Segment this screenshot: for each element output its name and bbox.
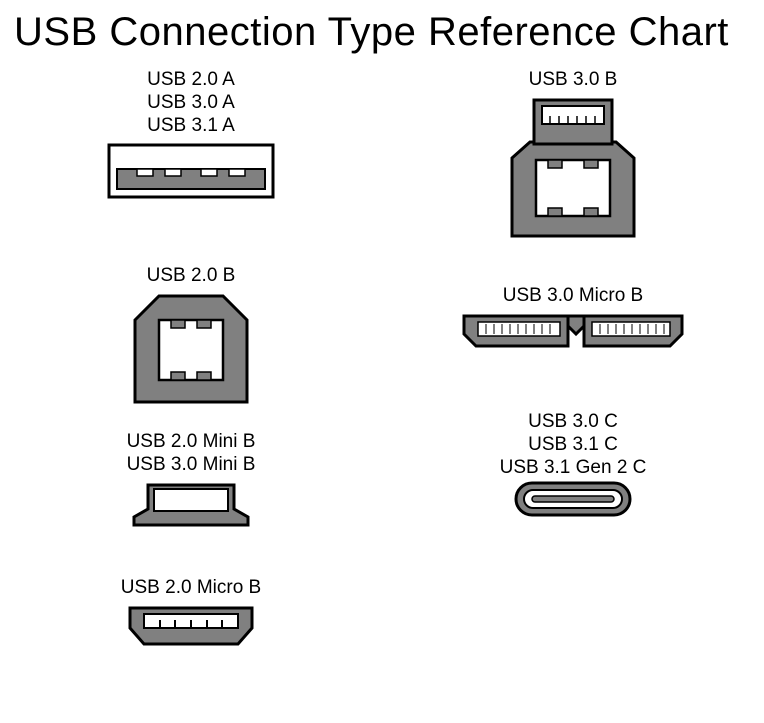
label: USB 3.0 A xyxy=(147,92,235,115)
cell-usb-mini-b: USB 2.0 Mini B USB 3.0 Mini B xyxy=(10,431,372,571)
cell-usb-3-b: USB 3.0 B xyxy=(392,69,754,279)
right-column: USB 3.0 B xyxy=(392,69,754,703)
label: USB 3.1 C xyxy=(500,434,647,457)
label: USB 2.0 Mini B xyxy=(127,431,256,454)
labels-usb-mini-b: USB 2.0 Mini B USB 3.0 Mini B xyxy=(127,431,256,477)
usb-2-b-icon xyxy=(133,294,249,404)
connector-grid: USB 2.0 A USB 3.0 A USB 3.1 A USB 2 xyxy=(10,69,754,703)
usb-3-micro-b-icon xyxy=(462,314,684,348)
left-column: USB 2.0 A USB 3.0 A USB 3.1 A USB 2 xyxy=(10,69,372,703)
cell-usb-2-b: USB 2.0 B xyxy=(10,265,372,425)
label: USB 3.0 B xyxy=(529,69,618,92)
usb-c-icon xyxy=(514,481,632,517)
label: USB 3.0 C xyxy=(500,411,647,434)
cell-usb-2-micro-b: USB 2.0 Micro B xyxy=(10,577,372,697)
label: USB 2.0 B xyxy=(147,265,236,288)
usb-mini-b-icon xyxy=(132,483,250,527)
label: USB 3.1 Gen 2 C xyxy=(500,457,647,480)
labels-usb-a: USB 2.0 A USB 3.0 A USB 3.1 A xyxy=(147,69,235,137)
cell-usb-a: USB 2.0 A USB 3.0 A USB 3.1 A xyxy=(10,69,372,259)
label: USB 3.1 A xyxy=(147,115,235,138)
labels-usb-3-micro-b: USB 3.0 Micro B xyxy=(503,285,643,308)
usb-3-b-icon xyxy=(510,98,636,238)
labels-usb-3-b: USB 3.0 B xyxy=(529,69,618,92)
cell-usb-c: USB 3.0 C USB 3.1 C USB 3.1 Gen 2 C xyxy=(392,411,754,571)
labels-usb-2-b: USB 2.0 B xyxy=(147,265,236,288)
labels-usb-2-micro-b: USB 2.0 Micro B xyxy=(121,577,261,600)
label: USB 3.0 Mini B xyxy=(127,454,256,477)
label: USB 2.0 Micro B xyxy=(121,577,261,600)
usb-2-micro-b-icon xyxy=(128,606,254,646)
label: USB 3.0 Micro B xyxy=(503,285,643,308)
usb-a-icon xyxy=(107,143,275,199)
labels-usb-c: USB 3.0 C USB 3.1 C USB 3.1 Gen 2 C xyxy=(500,411,647,479)
cell-usb-3-micro-b: USB 3.0 Micro B xyxy=(392,285,754,405)
page-title: USB Connection Type Reference Chart xyxy=(14,10,754,55)
label: USB 2.0 A xyxy=(147,69,235,92)
